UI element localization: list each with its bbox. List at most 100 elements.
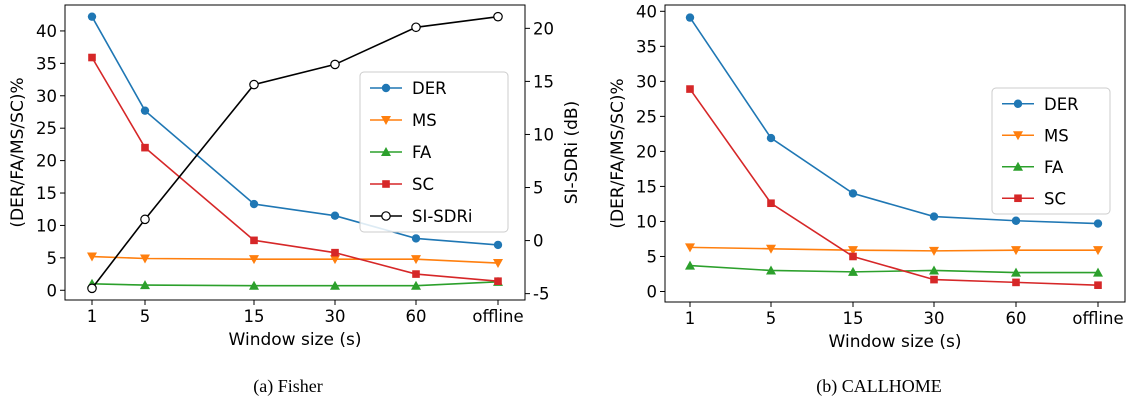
series-line xyxy=(91,16,499,246)
series-line xyxy=(689,88,1099,286)
y-tick-label: 0 xyxy=(47,281,58,300)
x-tick-label: 15 xyxy=(244,307,265,326)
data-point xyxy=(1011,267,1021,277)
data-point xyxy=(88,53,96,62)
series-line xyxy=(91,255,499,264)
data-point xyxy=(493,240,503,250)
data-point xyxy=(87,12,97,21)
y-tick-label: 15 xyxy=(636,177,657,196)
legend-marker xyxy=(381,211,391,221)
data-point xyxy=(1093,267,1103,277)
legend-entry: FA xyxy=(370,143,432,162)
data-point xyxy=(1093,246,1103,256)
y-tick-label: 25 xyxy=(636,107,657,126)
legend-marker xyxy=(381,83,391,93)
y-axis-label: (DER/FA/MS/SC)% xyxy=(608,78,628,228)
legend-box xyxy=(991,87,1111,215)
legend-label: DER xyxy=(1044,95,1079,114)
y-tick-label: 10 xyxy=(636,212,657,231)
x-tick-label: 30 xyxy=(325,307,346,326)
y-tick-label: 40 xyxy=(36,22,57,41)
y-tick-label: 30 xyxy=(36,87,57,106)
data-point xyxy=(685,243,695,253)
data-point xyxy=(140,280,150,290)
data-point xyxy=(685,260,695,270)
data-point xyxy=(412,270,420,278)
data-point xyxy=(493,259,503,269)
legend-entry: SC xyxy=(1002,189,1066,208)
series-sc xyxy=(686,85,1102,289)
legend-entry: MS xyxy=(1002,126,1069,145)
data-point xyxy=(330,255,340,265)
y-tick-label: 25 xyxy=(36,119,57,138)
x-tick-label: 1 xyxy=(87,307,98,326)
legend-entry: SI-SDRi xyxy=(370,207,473,226)
data-point xyxy=(140,254,150,264)
x-tick-label: 5 xyxy=(766,309,777,328)
legend-box xyxy=(359,71,509,233)
y2-tick-label: 20 xyxy=(533,19,554,38)
y-tick-label: 5 xyxy=(47,249,58,268)
legend-entry: DER xyxy=(1002,95,1079,114)
data-point xyxy=(766,244,776,254)
legend-label: SC xyxy=(1044,189,1066,208)
y-tick-label: 40 xyxy=(636,2,657,21)
series-line xyxy=(689,246,1098,252)
x-tick-label: 1 xyxy=(685,309,696,328)
series-line xyxy=(689,17,1099,225)
series-line xyxy=(91,57,499,282)
x-tick-label: offline xyxy=(472,307,523,326)
legend-label: DER xyxy=(412,79,447,98)
data-point xyxy=(848,189,858,198)
data-point xyxy=(929,265,939,275)
data-point xyxy=(1094,281,1102,289)
data-point xyxy=(767,199,775,208)
y2-tick-label: 0 xyxy=(533,232,544,251)
y-tick-label: 15 xyxy=(36,184,57,203)
y-tick-label: 0 xyxy=(647,282,658,301)
data-point xyxy=(249,199,259,209)
data-point xyxy=(685,13,695,22)
legend-entry: DER xyxy=(370,79,447,98)
series-line xyxy=(91,15,499,289)
legend-marker xyxy=(1013,161,1023,171)
legend: DER MS FA SC SI-SDRi xyxy=(359,71,509,233)
legend-marker xyxy=(381,147,391,156)
data-point xyxy=(766,133,776,143)
legend-entry: SC xyxy=(370,175,434,194)
plot-frame xyxy=(64,4,526,301)
legend-marker xyxy=(381,116,391,125)
series-si-sdri xyxy=(87,11,503,294)
data-point xyxy=(1011,246,1021,256)
data-point xyxy=(411,22,421,33)
x-tick-label: 30 xyxy=(924,309,945,328)
data-point xyxy=(140,214,150,225)
data-point xyxy=(411,234,421,243)
data-point xyxy=(87,252,97,262)
legend-label: SC xyxy=(412,175,434,194)
legend-label: SI-SDRi xyxy=(412,207,473,226)
series-fa xyxy=(87,276,503,290)
y-tick-label: 35 xyxy=(636,37,657,56)
data-point xyxy=(411,280,421,290)
x-axis-label: Window size (s) xyxy=(229,330,362,350)
y-tick-label: 35 xyxy=(36,54,57,73)
data-point xyxy=(493,11,503,22)
legend-label: FA xyxy=(1044,158,1064,177)
data-point xyxy=(1093,219,1103,228)
data-point xyxy=(930,275,938,284)
data-point xyxy=(848,246,858,256)
legend-marker xyxy=(1013,99,1023,108)
data-point xyxy=(1011,216,1021,225)
data-point xyxy=(849,252,857,261)
series-der xyxy=(685,13,1103,228)
data-point xyxy=(848,266,858,276)
data-point xyxy=(766,265,776,275)
data-point xyxy=(249,280,259,290)
data-point xyxy=(331,248,339,257)
series-ms xyxy=(685,243,1103,256)
y-tick-label: 30 xyxy=(636,72,657,91)
